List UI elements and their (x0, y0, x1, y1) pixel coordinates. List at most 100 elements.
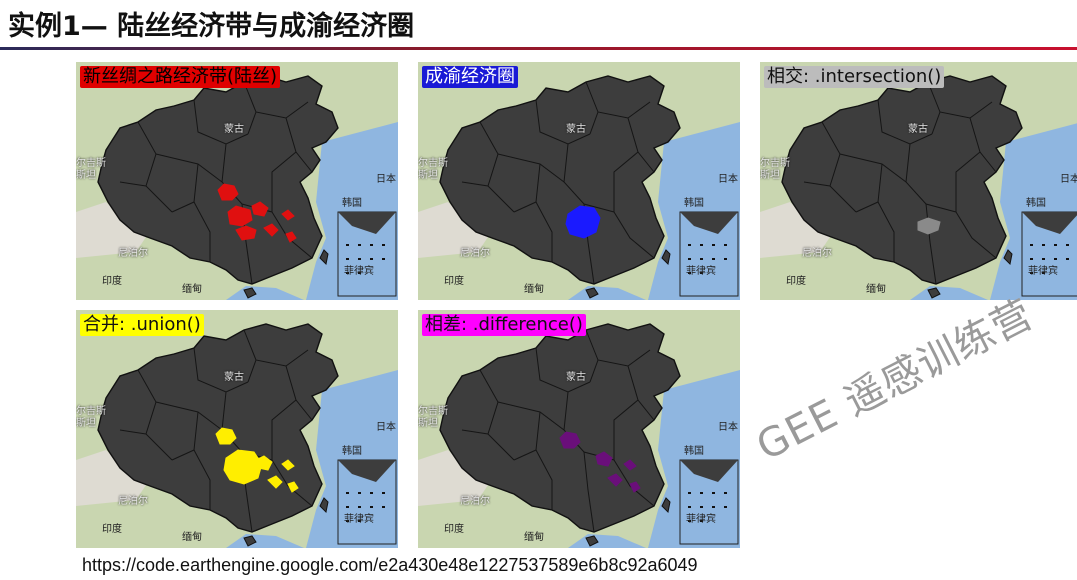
highlight-region (235, 225, 257, 241)
province-border (535, 411, 553, 510)
island-mark (1042, 258, 1045, 260)
island-mark (370, 258, 373, 260)
map-panel-silk-road: 新丝绸之路经济带(陆丝) 蒙古 韩国 尔吉斯 斯坦 尼泊尔 印度 缅甸 日本 菲律宾 (76, 62, 398, 300)
province-border (461, 181, 489, 187)
china-map (418, 310, 740, 548)
province-border (925, 203, 937, 285)
island-mark (688, 272, 691, 274)
island-mark (346, 244, 349, 246)
island-mark (724, 244, 727, 246)
place-label-kyrgyz2: 斯坦 (418, 170, 438, 181)
province-border (137, 369, 173, 461)
island-mark (688, 244, 691, 246)
place-label-kyrgyz2: 斯坦 (76, 418, 96, 429)
island-mark (688, 520, 691, 522)
place-label-korea: 韩国 (1026, 198, 1046, 209)
highlight-region (917, 217, 941, 235)
province-border (955, 211, 997, 259)
province-border (271, 151, 297, 212)
island-mark (712, 244, 715, 246)
province-border (119, 181, 147, 187)
place-label-philippines: 菲律宾 (1028, 266, 1058, 277)
highlight-region (255, 455, 273, 471)
province-border (461, 429, 489, 435)
province-border (137, 121, 173, 213)
province-border (585, 81, 651, 119)
place-label-kyrgyz: 尔吉斯 (76, 158, 106, 169)
province-border (193, 99, 249, 145)
place-label-japan: 日本 (376, 174, 396, 185)
inset-land (338, 212, 396, 234)
highlight-region (281, 209, 295, 221)
province-border (803, 181, 831, 187)
place-label-myanmar: 缅甸 (182, 532, 202, 543)
island-mark (712, 506, 715, 508)
province-border (513, 449, 537, 461)
province-border (271, 459, 313, 507)
province-border (247, 111, 257, 135)
island-mark (724, 506, 727, 508)
island-mark (1030, 258, 1033, 260)
island-mark (358, 520, 361, 522)
place-label-india: 印度 (102, 524, 122, 535)
island-mark (700, 506, 703, 508)
taiwan-polygon (319, 249, 329, 266)
province-border (479, 369, 515, 461)
slide-title: 实例1— 陆丝经济带与成渝经济圈 (8, 11, 415, 42)
province-border (927, 81, 993, 119)
place-label-nepal: 尼泊尔 (118, 496, 148, 507)
panel-label: 新丝绸之路经济带(陆丝) (80, 66, 281, 88)
highlight-region (629, 481, 641, 493)
place-label-mongolia: 蒙古 (224, 124, 244, 135)
panel-label: 合并: .union() (80, 314, 204, 336)
island-mark (382, 492, 385, 494)
island-mark (688, 506, 691, 508)
island-mark (346, 272, 349, 274)
hainan-polygon (585, 287, 599, 299)
place-label-korea: 韩国 (684, 446, 704, 457)
province-border (563, 143, 615, 213)
map-panel-intersection: 相交: .intersection() 蒙古 韩国 尔吉斯 斯坦 尼泊尔 印度 缅甸 日本 菲律… (760, 62, 1077, 300)
hainan-polygon (585, 535, 599, 547)
mountain-area (418, 450, 488, 506)
province-border (119, 429, 147, 435)
highlight-region (267, 475, 283, 489)
province-border (171, 201, 195, 213)
highlight-region (223, 449, 263, 485)
island-mark (346, 520, 349, 522)
island-mark (1066, 244, 1069, 246)
island-mark (358, 492, 361, 494)
place-label-myanmar: 缅甸 (524, 532, 544, 543)
province-border (535, 347, 591, 393)
island-mark (382, 258, 385, 260)
province-border (479, 121, 515, 213)
highlight-region (285, 231, 297, 243)
taiwan-polygon (1003, 249, 1013, 266)
china-polygon (439, 75, 681, 285)
island-mark (1054, 244, 1057, 246)
island-mark (370, 244, 373, 246)
highlight-region (281, 459, 295, 471)
province-border (247, 359, 257, 383)
province-border (613, 459, 655, 507)
panel-label: 相交: .intersection() (764, 66, 945, 88)
island-mark (370, 506, 373, 508)
island-mark (1042, 244, 1045, 246)
code-editor-link[interactable]: https://code.earthengine.google.com/e2a4… (82, 555, 698, 575)
highlight-region (227, 205, 253, 227)
island-mark (346, 506, 349, 508)
province-border (513, 201, 537, 213)
province-border (931, 111, 941, 135)
province-border (585, 329, 651, 367)
highlight-region (595, 451, 613, 467)
mountain-area (76, 202, 146, 258)
place-label-mongolia: 蒙古 (908, 124, 928, 135)
island-mark (700, 272, 703, 274)
hainan-polygon (927, 287, 941, 299)
highlight-region (565, 205, 601, 239)
place-label-mongolia: 蒙古 (566, 372, 586, 383)
island-mark (358, 272, 361, 274)
place-label-myanmar: 缅甸 (182, 284, 202, 295)
island-mark (688, 258, 691, 260)
place-label-kyrgyz: 尔吉斯 (418, 406, 448, 417)
